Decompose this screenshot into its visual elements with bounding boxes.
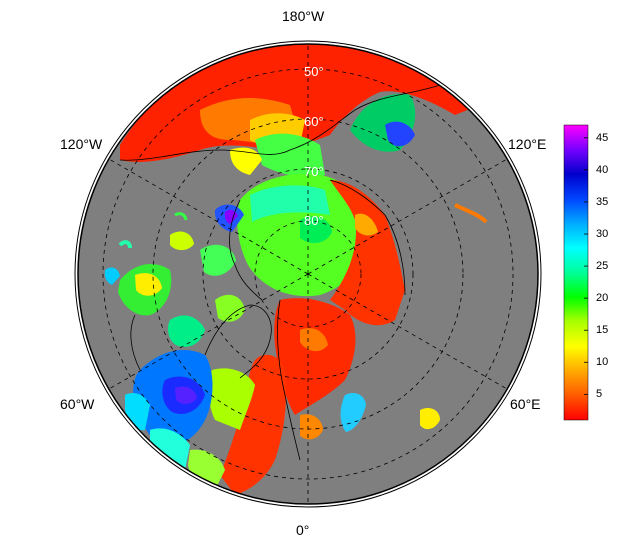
map-border — [77, 43, 539, 505]
colorbar-tick-label: 5 — [596, 388, 603, 401]
lon-label-180w: 180°W — [282, 8, 325, 24]
colorbar-tick-label: 15 — [596, 324, 609, 337]
colorbar-tick-label: 10 — [596, 356, 609, 369]
coastlines — [119, 84, 441, 461]
graticule — [102, 44, 514, 504]
colorbar-tick-label: 25 — [596, 260, 609, 273]
colorbar — [563, 124, 589, 421]
colorbar-tick-label: 45 — [596, 131, 609, 144]
lat-label-60: 60° — [304, 114, 324, 129]
colorbar-ticks — [584, 137, 588, 395]
lat-label-80: 80° — [304, 213, 324, 228]
lon-label-120w: 120°W — [60, 136, 103, 152]
lat-label-70: 70° — [304, 164, 324, 179]
lon-label-120e: 120°E — [508, 136, 547, 152]
lat-label-50: 50° — [304, 64, 324, 79]
colorbar-tick-label: 35 — [596, 195, 609, 208]
lon-label-60w: 60°W — [60, 396, 95, 412]
colorbar-tick-label: 40 — [596, 163, 609, 176]
colorbar-tick-label: 30 — [596, 228, 609, 241]
colorbar-tick-label: 20 — [596, 292, 609, 305]
lon-label-0: 0° — [296, 522, 310, 538]
lon-label-60e: 60°E — [510, 396, 541, 412]
